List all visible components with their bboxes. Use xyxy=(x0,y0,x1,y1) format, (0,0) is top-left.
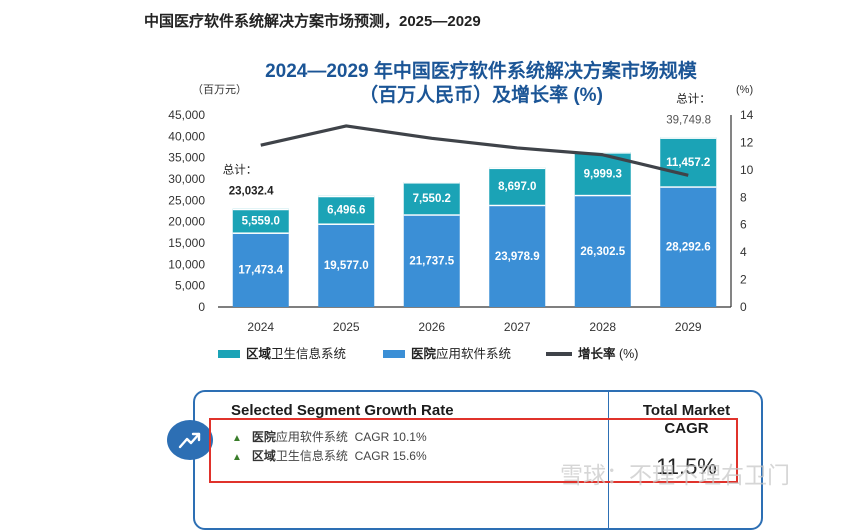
right-axis-unit: (%) xyxy=(736,84,753,96)
bar-value-label: 19,577.0 xyxy=(324,260,369,272)
bar-separator xyxy=(318,223,374,225)
left-tick-label: 45,000 xyxy=(168,108,205,122)
left-tick-label: 0 xyxy=(198,300,205,314)
bar-separator xyxy=(404,214,460,216)
bar-separator xyxy=(404,182,460,184)
legend-label: 增长率 (%) xyxy=(578,346,638,361)
legend-swatch xyxy=(383,350,405,358)
bar-value-label: 28,292.6 xyxy=(666,242,711,254)
legend-label: 医院应用软件系统 xyxy=(411,346,511,361)
bar-value-labels: 17,473.4 5,559.0 19,577.0 6,496.6 21,737.5 7,… xyxy=(238,157,710,277)
bar-series xyxy=(233,137,717,307)
legend-label-rest: 卫生信息系统 xyxy=(271,346,346,361)
total-value: 39,749.8 xyxy=(666,114,711,126)
bar-value-label: 6,496.6 xyxy=(327,205,365,217)
chart-title-line2: （百万人民币）及增长率 (%) xyxy=(359,83,603,106)
total-caption: 总计： xyxy=(676,91,711,105)
bar-separator xyxy=(660,186,716,188)
bar-separator xyxy=(233,209,289,211)
chart-title-line1: 2024—2029 年中国医疗软件系统解决方案市场规模 xyxy=(265,59,698,82)
total-caption: 总计： xyxy=(223,163,258,177)
bar-separator xyxy=(318,196,374,198)
legend-label-strong: 医院 xyxy=(411,346,437,361)
left-tick-label: 20,000 xyxy=(168,215,205,229)
bar-separator xyxy=(489,205,545,207)
left-tick-label: 5,000 xyxy=(175,279,205,293)
legend-label-rest: (%) xyxy=(616,347,639,361)
left-tick-label: 15,000 xyxy=(168,236,205,250)
bar-value-label: 21,737.5 xyxy=(409,256,454,268)
right-tick-label: 4 xyxy=(740,245,747,259)
right-tick-label: 8 xyxy=(740,190,747,204)
bar-value-label: 23,978.9 xyxy=(495,251,540,263)
bar-value-label: 8,697.0 xyxy=(498,181,536,193)
x-tick-label: 2026 xyxy=(418,320,445,334)
legend-label: 区域卫生信息系统 xyxy=(246,346,346,361)
left-tick-label: 35,000 xyxy=(168,151,205,165)
bar-value-label: 7,550.2 xyxy=(413,193,451,205)
right-tick-label: 14 xyxy=(740,108,754,122)
segment-title: Selected Segment Growth Rate xyxy=(231,402,454,419)
legend-label-strong: 增长率 xyxy=(578,346,616,361)
bar-separator xyxy=(489,168,545,170)
left-axis-ticks: 0 5,000 10,000 15,000 20,000 25,000 30,000 35,0… xyxy=(168,108,205,314)
right-tick-label: 0 xyxy=(740,300,747,314)
left-tick-label: 25,000 xyxy=(168,193,205,207)
total-annotations: 总计： 23,032.4 总计： 39,749.8 xyxy=(223,91,711,197)
left-tick-label: 30,000 xyxy=(168,172,205,186)
x-tick-label: 2029 xyxy=(675,320,702,334)
legend-line-swatch xyxy=(546,352,572,356)
left-tick-label: 10,000 xyxy=(168,257,205,271)
growth-chart-icon xyxy=(167,420,213,460)
right-axis-ticks: 0 2 4 6 8 10 12 14 xyxy=(740,108,754,314)
right-tick-label: 2 xyxy=(740,273,747,287)
legend-label-rest: 应用软件系统 xyxy=(436,346,511,361)
bar-value-label: 9,999.3 xyxy=(584,168,622,180)
market-size-chart: 2024—2029 年中国医疗软件系统解决方案市场规模 （百万人民币）及增长率 … xyxy=(0,0,865,390)
x-tick-label: 2025 xyxy=(333,320,360,334)
bar-value-label: 17,473.4 xyxy=(238,265,283,277)
left-tick-label: 40,000 xyxy=(168,129,205,143)
bar-value-label: 5,559.0 xyxy=(242,216,280,228)
right-tick-label: 6 xyxy=(740,218,747,232)
bar-value-label: 11,457.2 xyxy=(666,157,710,169)
bar-value-label: 26,302.5 xyxy=(580,246,625,258)
bar-separator xyxy=(575,195,631,197)
right-tick-label: 12 xyxy=(740,135,754,149)
bar-separator xyxy=(660,137,716,139)
x-tick-label: 2028 xyxy=(589,320,616,334)
legend-swatch xyxy=(218,350,240,358)
legend-label-strong: 区域 xyxy=(246,346,272,361)
bar-separator xyxy=(233,232,289,234)
x-axis-ticks: 2024 2025 2026 2027 2028 2029 xyxy=(247,320,702,334)
chart-legend: 区域卫生信息系统 医院应用软件系统 增长率 (%) xyxy=(218,346,638,361)
total-value: 23,032.4 xyxy=(229,186,274,198)
x-tick-label: 2024 xyxy=(247,320,274,334)
x-tick-label: 2027 xyxy=(504,320,531,334)
left-axis-unit: （百万元） xyxy=(192,83,247,96)
right-tick-label: 10 xyxy=(740,163,754,177)
watermark: 雪球：不理不理右卫门 xyxy=(560,456,790,490)
